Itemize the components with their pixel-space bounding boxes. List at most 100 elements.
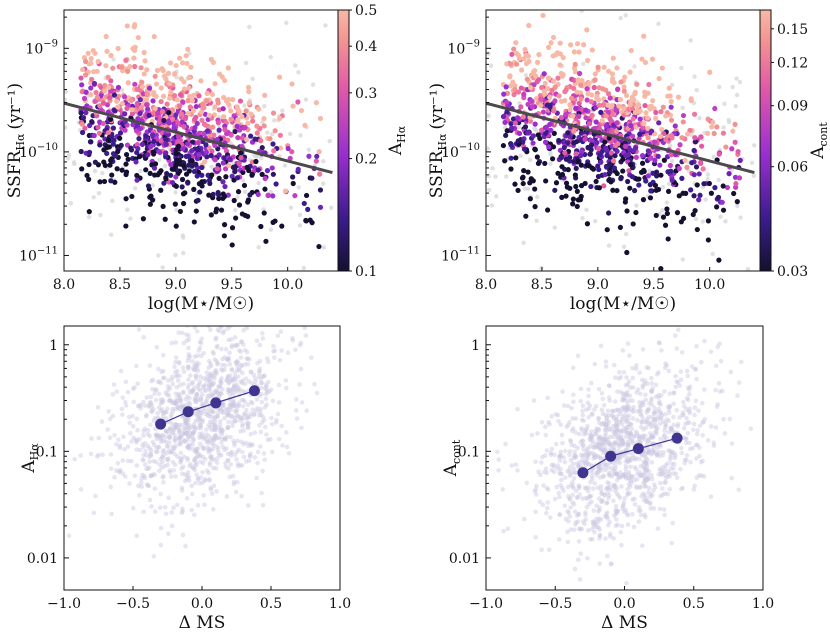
data-point — [570, 113, 576, 119]
data-point — [176, 359, 182, 365]
grey-point — [242, 103, 247, 108]
data-point — [640, 434, 645, 440]
data-point — [589, 499, 594, 505]
data-point — [248, 399, 254, 405]
data-point — [295, 166, 301, 172]
data-point — [644, 499, 650, 505]
data-point — [190, 388, 195, 393]
data-point — [642, 484, 648, 489]
data-point — [630, 365, 635, 371]
data-point — [240, 370, 245, 376]
data-point — [125, 156, 131, 162]
data-point — [643, 455, 649, 461]
data-point — [238, 463, 243, 468]
data-point — [621, 425, 627, 431]
data-point — [601, 64, 607, 70]
data-point — [174, 502, 180, 508]
grey-point — [68, 201, 74, 206]
data-point — [189, 148, 195, 154]
data-point — [182, 418, 188, 423]
data-point — [599, 491, 604, 497]
data-point — [195, 353, 200, 358]
data-point — [214, 358, 219, 364]
data-point — [241, 428, 247, 433]
data-point — [271, 349, 276, 354]
data-point — [102, 88, 108, 94]
data-point — [201, 446, 206, 451]
data-point — [181, 431, 187, 437]
data-point — [686, 409, 692, 414]
data-point — [637, 370, 643, 376]
data-point — [203, 149, 210, 155]
data-point — [130, 413, 135, 419]
data-point — [533, 492, 539, 497]
data-point — [158, 542, 164, 548]
data-point — [598, 447, 604, 452]
data-point — [213, 389, 219, 395]
data-point — [117, 135, 123, 141]
data-point — [135, 146, 141, 152]
data-point — [615, 141, 621, 147]
data-point — [504, 128, 510, 134]
data-point — [217, 422, 223, 427]
data-point — [539, 85, 545, 91]
data-point — [573, 522, 578, 527]
data-point — [215, 362, 220, 367]
data-point — [181, 381, 186, 387]
data-point — [207, 462, 213, 468]
data-point — [608, 531, 613, 537]
data-point — [668, 454, 673, 460]
data-point — [585, 555, 590, 561]
data-point — [169, 422, 175, 427]
data-point — [529, 98, 535, 104]
data-point — [94, 94, 100, 100]
data-point — [99, 419, 105, 424]
data-point — [603, 431, 608, 437]
data-point — [107, 95, 113, 101]
data-point — [546, 419, 551, 425]
data-point — [207, 440, 213, 446]
data-point — [163, 141, 169, 148]
data-point — [86, 149, 93, 155]
data-point — [624, 511, 630, 516]
data-point — [570, 492, 575, 498]
data-point — [558, 154, 565, 161]
data-point — [195, 169, 202, 175]
data-point — [563, 448, 568, 454]
data-point — [596, 434, 602, 439]
data-point — [594, 444, 599, 450]
data-point — [686, 420, 692, 425]
data-point — [592, 521, 597, 526]
data-point — [303, 333, 309, 338]
data-point — [578, 162, 584, 168]
data-point — [691, 172, 697, 178]
data-point — [232, 415, 238, 421]
data-point — [624, 476, 629, 481]
data-point — [185, 110, 192, 117]
data-point — [646, 406, 652, 412]
data-point — [250, 442, 255, 447]
data-point — [513, 61, 520, 67]
data-point — [219, 376, 224, 381]
data-point — [171, 166, 177, 172]
data-point — [191, 168, 198, 175]
data-point — [105, 137, 111, 143]
data-point — [645, 457, 651, 463]
data-point — [161, 438, 167, 444]
data-point — [556, 454, 562, 460]
grey-point — [235, 195, 240, 200]
data-point — [290, 338, 296, 343]
data-point — [227, 362, 233, 367]
data-point — [177, 441, 183, 446]
data-point — [577, 526, 582, 531]
data-point — [589, 112, 595, 118]
data-point — [290, 103, 296, 109]
data-point — [185, 444, 190, 450]
data-point — [78, 75, 84, 81]
data-point — [602, 427, 608, 433]
data-point — [95, 124, 101, 130]
data-point — [212, 426, 217, 432]
data-point — [233, 489, 239, 495]
data-point — [558, 482, 563, 488]
data-point — [565, 403, 571, 409]
